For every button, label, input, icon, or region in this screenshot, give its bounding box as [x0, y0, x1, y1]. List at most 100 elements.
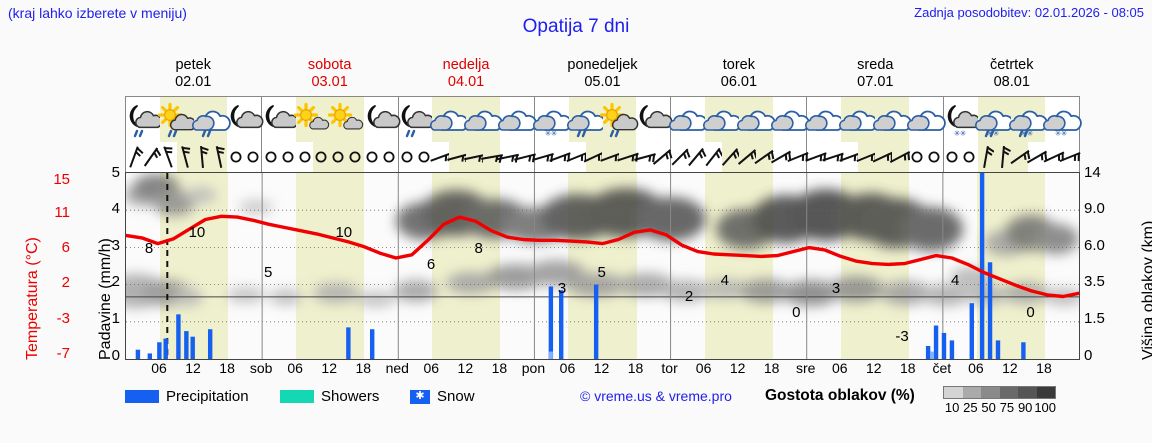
svg-text:10: 10: [189, 224, 206, 241]
legend: Precipitation Showers ✱ Snow © vreme.us …: [125, 386, 1145, 415]
cloudy-icon: [430, 97, 470, 142]
svg-text:-3: -3: [895, 328, 908, 345]
temperature-tick-3: 2: [61, 274, 70, 291]
density-value-0: 10: [944, 400, 960, 415]
temperature-tick-1: 11: [54, 204, 70, 221]
wind-calm-icon: [926, 142, 943, 172]
time-label-2: 18: [219, 360, 235, 376]
cloudheight-tick-3: 3.5: [1084, 273, 1105, 290]
precipitation-tick-2: 3: [111, 237, 120, 254]
svg-text:3: 3: [832, 280, 840, 297]
wind-barb-icon: [160, 142, 177, 172]
legend-showers: Showers: [280, 388, 379, 405]
wind-barb-icon: [193, 142, 211, 172]
wind-barb-icon: [617, 142, 639, 172]
weather-symbol: [260, 103, 299, 137]
precipitation-swatch: [125, 390, 159, 403]
svg-text:4: 4: [951, 272, 959, 289]
svg-text:5: 5: [264, 264, 272, 281]
weather-symbol: [497, 103, 537, 137]
legend-snow: ✱ Snow: [410, 388, 475, 405]
weather-symbol: [805, 103, 845, 137]
time-label-19: sre: [795, 360, 816, 376]
cloudy-icon: [805, 97, 845, 142]
day-name: sreda: [857, 57, 894, 73]
wind-day-group-6: [944, 142, 1082, 172]
legend-precipitation-label: Precipitation: [166, 388, 249, 405]
day-name: torek: [722, 57, 756, 73]
wind-symbol: [325, 144, 351, 170]
weather-symbol: ✳ ✳: [942, 103, 981, 138]
wind-symbol: [359, 144, 385, 170]
svg-text:✳: ✳: [1061, 129, 1068, 138]
wind-symbol: [973, 144, 999, 170]
svg-text:4: 4: [721, 272, 729, 289]
legend-showers-label: Showers: [321, 388, 380, 405]
density-swatch-1: [962, 387, 981, 398]
cloud-rain-snow-icon: ✳ ✳: [1009, 97, 1049, 142]
svg-text:10: 10: [335, 224, 352, 241]
time-label-17: 12: [729, 360, 746, 376]
night-cloud-snow-icon: ✳ ✳: [942, 97, 981, 142]
weather-symbol: [669, 103, 708, 137]
day-date: 05.01: [584, 74, 621, 90]
wind-symbol: [956, 144, 982, 170]
weather-symbol: [702, 103, 742, 137]
page-title: Opatija 7 dni: [522, 16, 630, 37]
wind-calm-icon: [944, 142, 961, 172]
day-name: četrtek: [989, 57, 1034, 73]
copyright-link[interactable]: © vreme.us & vreme.pro: [580, 388, 732, 404]
wind-day-group-4: [671, 142, 809, 172]
meteogram-plot: 8 10 5 10 6 8 3 5 2 4 0 3 -3 4 0: [125, 172, 1080, 360]
wind-barb-icon: [176, 142, 194, 172]
time-label-20: 06: [831, 360, 848, 376]
day-date: 03.01: [311, 74, 348, 90]
svg-text:6: 6: [427, 256, 435, 273]
wind-barb-icon: [514, 142, 537, 172]
weather-symbol: [225, 103, 264, 137]
wind-symbol: [667, 144, 693, 170]
time-label-14: 18: [627, 360, 644, 376]
weather-icon-row: ✳ ✳ ✳ ✳ ✳ ✳ ✳ ✳ ✳ ✳: [125, 96, 1082, 142]
cloud-density-bar: [943, 386, 1056, 399]
wind-barb-icon: [994, 142, 1012, 172]
wind-barb-icon: [210, 142, 228, 172]
snow-icon: ✱: [410, 389, 430, 404]
weather-symbol: [872, 103, 912, 137]
density-value-4: 90: [1017, 400, 1033, 415]
time-label-1: 12: [185, 360, 201, 376]
precipitation-tick-5: 0: [111, 347, 120, 364]
icon-day-group-0: [126, 97, 264, 142]
night-partly-cloudy-icon: [364, 97, 401, 142]
wind-barb-icon: [671, 142, 691, 172]
wind-symbol: [683, 144, 709, 170]
svg-text:✳: ✳: [987, 129, 994, 138]
density-swatch-3: [999, 387, 1018, 398]
cloudy-icon: [770, 97, 810, 142]
cloudy-icon: [736, 97, 776, 142]
weather-symbol: [566, 103, 606, 137]
wind-barb-icon: [1010, 142, 1031, 172]
wind-symbol: [155, 144, 181, 170]
wind-symbol: [751, 144, 777, 170]
wind-symbol: [904, 144, 930, 170]
time-label-22: 18: [900, 360, 916, 376]
day-name: ponedeljek: [567, 57, 638, 73]
time-label-23: čet: [932, 360, 952, 376]
wind-barb-icon: [754, 142, 775, 172]
temperature-axis-title: Temperatura (°C): [4, 170, 41, 362]
night-partly-cloudy-rain-icon: [399, 97, 435, 142]
weather-symbol: [906, 103, 946, 137]
density-swatch-4: [1018, 387, 1037, 398]
wind-symbol: [921, 144, 947, 170]
weather-symbol: [430, 103, 470, 137]
icon-day-group-4: [669, 97, 810, 142]
cloud-density-scale: 10 25 50 75 90 100: [943, 386, 1056, 415]
wind-barb-icon: [1059, 142, 1082, 172]
day-date: 02.01: [175, 74, 212, 90]
time-label-26: 18: [1036, 360, 1052, 376]
cloudy-icon: [839, 97, 878, 142]
daylight-band-1: [296, 173, 365, 359]
precipitation-tick-3: 2: [111, 273, 120, 290]
cloud-density-title: Gostota oblakov (%): [765, 387, 915, 404]
